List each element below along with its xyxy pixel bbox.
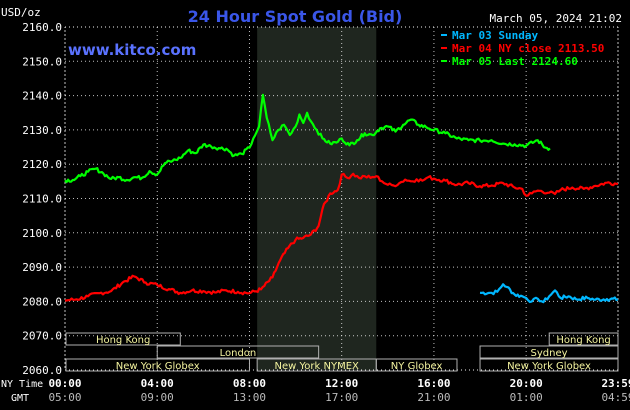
series-line [64, 172, 618, 302]
y-tick-label: 2060.0 [22, 364, 62, 377]
x-tick-gmt: 17:00 [325, 391, 358, 404]
nymex-session-shade [257, 27, 377, 370]
session-box [65, 358, 250, 372]
unit-label: USD/oz [1, 6, 41, 19]
session-label: London [220, 348, 257, 359]
session-label: New York Globex [507, 361, 591, 372]
x-tick-ny: 08:00 [233, 377, 266, 390]
x-tick-ny: 04:00 [141, 377, 174, 390]
x-tick-gmt: 01:00 [510, 391, 543, 404]
y-tick-label: 2150.0 [22, 55, 62, 68]
x-tick-gmt: 04:59 [601, 391, 630, 404]
x-tick-gmt: 09:00 [141, 391, 174, 404]
y-tick-label: 2090.0 [22, 261, 62, 274]
x-tick-gmt: 21:00 [417, 391, 450, 404]
x-tick-ny: 12:00 [325, 377, 358, 390]
x-tick-ny: 00:00 [48, 377, 81, 390]
price-series [64, 93, 619, 304]
y-tick-label: 2110.0 [22, 193, 62, 206]
market-sessions: Hong Kong Hong Kong London Sydney New York G… [65, 332, 619, 372]
x-tick-ny: 23:59 [601, 377, 630, 390]
session-label: New York NYMEX [275, 361, 360, 372]
gmt-label: GMT [11, 393, 29, 404]
series-line [64, 93, 551, 184]
plot-frame [64, 26, 619, 371]
legend-label: Mar 04 NY close 2113.50 [452, 42, 604, 55]
x-tick-ny: 16:00 [417, 377, 450, 390]
legend-label: Mar 05 Last 2124.60 [452, 55, 578, 68]
series-line [479, 283, 619, 304]
x-tick-ny: 20:00 [510, 377, 543, 390]
x-tick-gmt: 05:00 [48, 391, 81, 404]
session-box [65, 332, 181, 346]
ny-time-label: NY Time [1, 379, 43, 390]
x-tick-gmt: 13:00 [233, 391, 266, 404]
y-tick-label: 2160.0 [22, 21, 62, 34]
session-label: Hong Kong [556, 335, 610, 346]
y-axis-ticks: 2160.0 2150.0 2140.0 2130.0 2120.0 2110.0 2100… [22, 21, 62, 377]
chart-grid [64, 26, 619, 371]
y-tick-label: 2070.0 [22, 330, 62, 343]
session-label: Sydney [531, 348, 568, 359]
timestamp: March 05, 2024 21:02 [490, 12, 622, 25]
session-box [156, 345, 320, 359]
chart-title: 24 Hour Spot Gold (Bid) [188, 7, 403, 26]
y-tick-label: 2140.0 [22, 90, 62, 103]
y-tick-label: 2100.0 [22, 227, 62, 240]
session-label: Hong Kong [96, 335, 150, 346]
session-box [548, 332, 619, 346]
y-tick-label: 2080.0 [22, 295, 62, 308]
session-box [479, 345, 619, 359]
session-box [375, 358, 458, 372]
session-label: NY Globex [391, 361, 443, 372]
y-tick-label: 2120.0 [22, 158, 62, 171]
session-label: New York Globex [116, 361, 200, 372]
session-box [479, 358, 619, 372]
site-url: www.kitco.com [68, 41, 196, 59]
legend-label: Mar 03 Sunday [452, 29, 538, 42]
y-tick-label: 2130.0 [22, 124, 62, 137]
